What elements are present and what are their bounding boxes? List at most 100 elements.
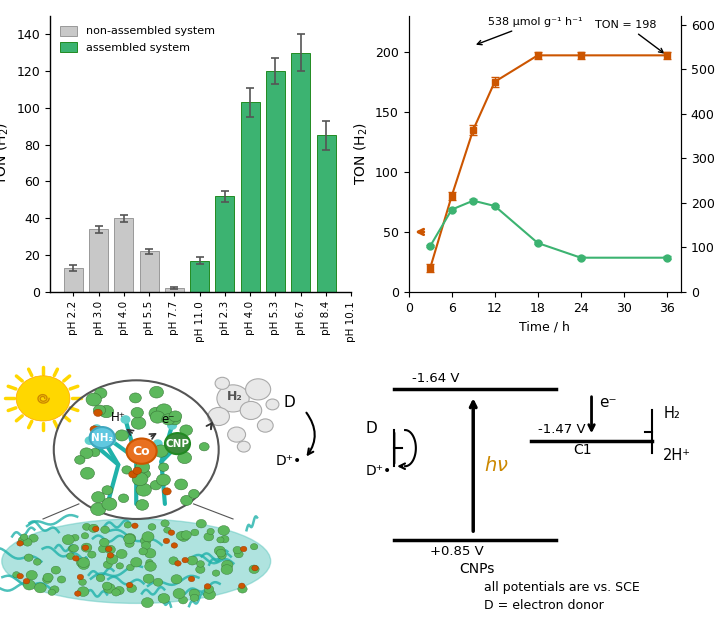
Text: -1.64 V: -1.64 V [412,372,460,385]
Circle shape [218,552,227,560]
Circle shape [189,489,199,499]
Circle shape [169,415,181,425]
Circle shape [204,585,214,593]
Circle shape [102,485,113,495]
Bar [291,53,310,292]
Circle shape [204,583,211,589]
Bar [140,251,158,292]
Text: H₂: H₂ [663,406,680,421]
Circle shape [16,376,70,421]
Circle shape [180,425,192,436]
Circle shape [95,426,104,434]
Circle shape [115,587,124,595]
Circle shape [24,554,33,561]
Circle shape [145,561,156,571]
Circle shape [34,559,41,565]
Circle shape [150,386,163,398]
Circle shape [171,575,182,584]
Circle shape [139,548,148,555]
Circle shape [199,443,209,451]
Circle shape [151,411,165,423]
Circle shape [112,589,120,596]
Circle shape [102,498,117,511]
Circle shape [189,589,199,598]
Circle shape [173,588,185,598]
Circle shape [122,466,132,474]
Circle shape [169,411,182,422]
Circle shape [136,499,148,510]
Circle shape [94,409,103,416]
Circle shape [163,527,171,533]
Text: 2H⁺: 2H⁺ [663,448,691,463]
Circle shape [16,541,23,546]
Circle shape [20,534,28,540]
Circle shape [240,546,247,552]
Circle shape [96,575,105,582]
Circle shape [196,561,204,567]
Circle shape [257,419,273,432]
Circle shape [222,560,233,570]
Text: TON = 198: TON = 198 [595,19,663,53]
Text: Co: Co [133,445,151,458]
Circle shape [72,556,79,561]
Circle shape [141,541,151,550]
Circle shape [217,385,250,412]
Text: $h\nu$: $h\nu$ [484,456,509,475]
Circle shape [204,590,216,600]
Circle shape [116,550,127,558]
Bar [215,196,234,292]
Circle shape [126,565,134,571]
Circle shape [182,558,189,563]
Circle shape [29,534,38,542]
Circle shape [68,546,76,552]
Circle shape [99,405,114,418]
Circle shape [124,522,131,528]
Circle shape [23,580,35,590]
Circle shape [89,524,98,533]
Text: 538 μmol g⁻¹ h⁻¹: 538 μmol g⁻¹ h⁻¹ [478,18,582,45]
Circle shape [62,534,74,544]
Text: e⁻: e⁻ [162,413,175,426]
Circle shape [196,566,205,573]
Circle shape [133,467,141,474]
Circle shape [165,433,190,454]
Circle shape [70,544,79,552]
Circle shape [23,578,29,584]
Circle shape [233,546,242,554]
Circle shape [116,563,123,569]
Circle shape [125,539,134,548]
Circle shape [92,492,105,503]
Circle shape [42,575,52,583]
Circle shape [90,448,100,457]
Bar [114,219,133,292]
Circle shape [81,543,92,552]
Circle shape [85,437,94,444]
Circle shape [181,531,191,539]
Circle shape [67,553,75,560]
Circle shape [234,550,243,558]
Circle shape [123,534,136,544]
Circle shape [175,561,181,566]
Bar [64,268,82,292]
Circle shape [141,598,153,608]
Circle shape [238,585,247,593]
Circle shape [92,425,101,432]
Circle shape [141,536,151,545]
Circle shape [161,520,169,527]
Circle shape [266,399,279,410]
Circle shape [217,550,225,557]
Circle shape [77,575,84,580]
Circle shape [163,538,170,544]
Bar [317,136,336,292]
Circle shape [98,545,108,553]
Text: D: D [366,421,377,436]
Circle shape [71,534,79,541]
Circle shape [127,438,156,464]
Circle shape [208,408,229,426]
Circle shape [115,430,128,441]
Circle shape [178,452,191,463]
Circle shape [75,455,85,464]
Circle shape [82,523,91,531]
Circle shape [75,591,81,597]
Text: CNP: CNP [166,438,189,448]
